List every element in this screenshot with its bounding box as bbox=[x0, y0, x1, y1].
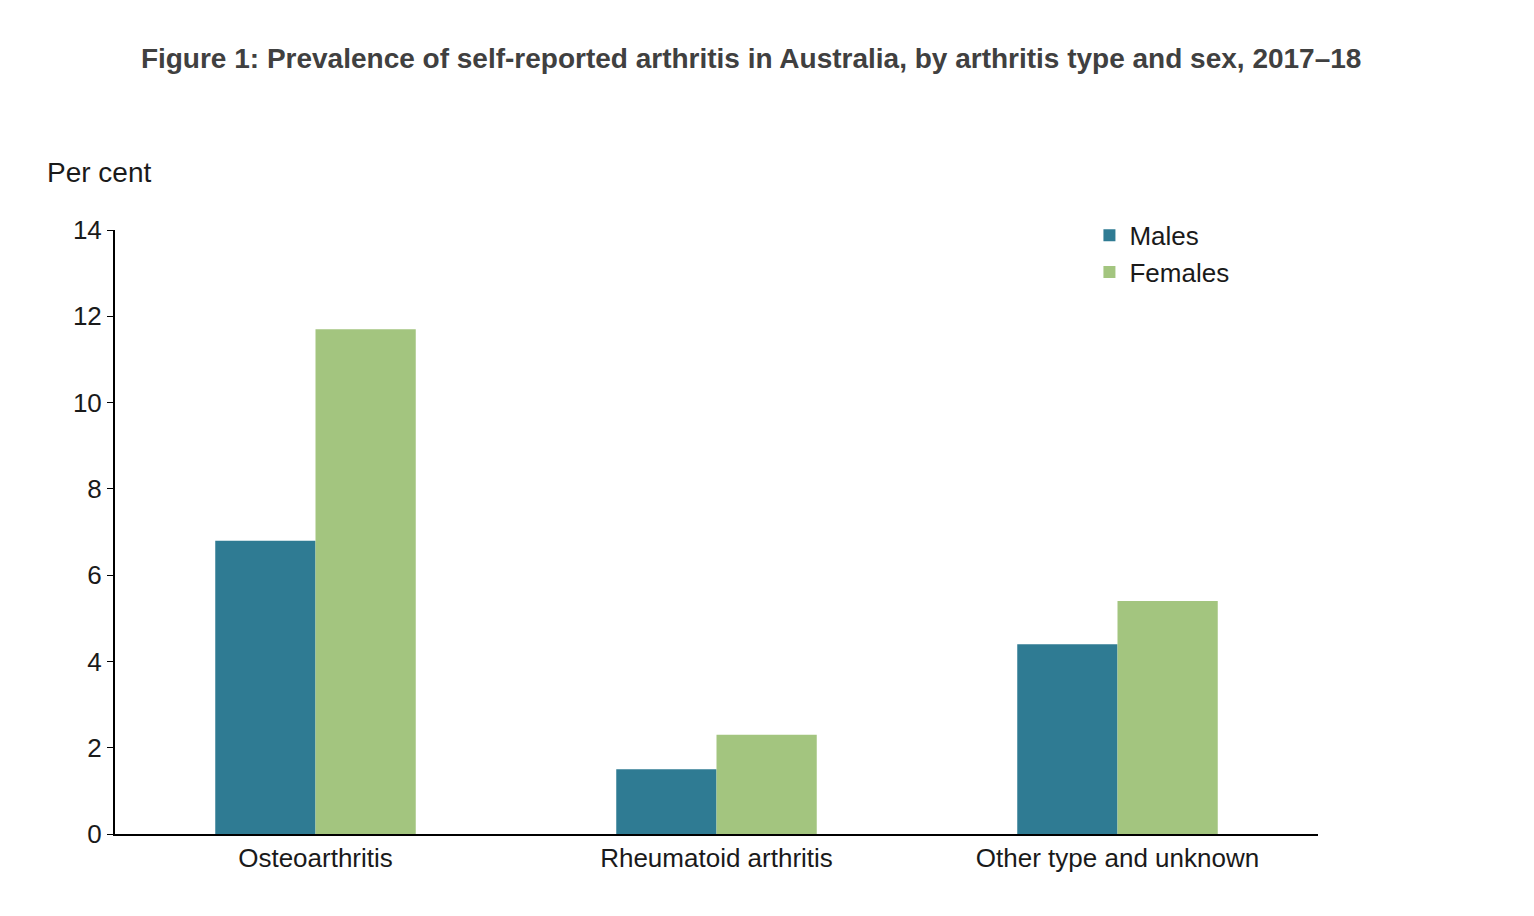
svg-text:Females: Females bbox=[1129, 258, 1229, 288]
svg-text:0: 0 bbox=[87, 819, 101, 849]
svg-text:6: 6 bbox=[87, 560, 101, 590]
svg-text:Males: Males bbox=[1129, 221, 1198, 251]
svg-text:8: 8 bbox=[87, 474, 101, 504]
svg-text:12: 12 bbox=[73, 301, 102, 331]
svg-text:10: 10 bbox=[73, 388, 102, 418]
svg-text:Osteoarthritis: Osteoarthritis bbox=[238, 843, 393, 873]
svg-text:Figure 1: Prevalence of self-r: Figure 1: Prevalence of self-reported ar… bbox=[141, 43, 1362, 74]
svg-text:Other type and unknown: Other type and unknown bbox=[976, 843, 1259, 873]
svg-text:14: 14 bbox=[73, 215, 102, 245]
svg-text:2: 2 bbox=[87, 733, 101, 763]
svg-text:Rheumatoid arthritis: Rheumatoid arthritis bbox=[600, 843, 833, 873]
svg-text:Per cent: Per cent bbox=[47, 157, 151, 188]
svg-text:4: 4 bbox=[87, 647, 101, 677]
